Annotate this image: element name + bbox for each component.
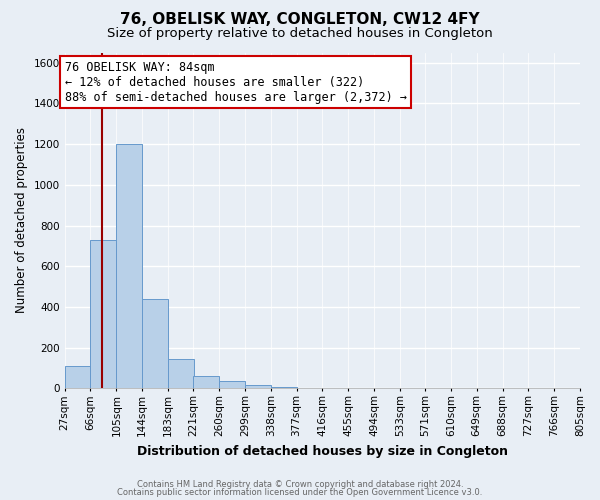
Bar xyxy=(168,359,194,388)
Text: Contains HM Land Registry data © Crown copyright and database right 2024.: Contains HM Land Registry data © Crown c… xyxy=(137,480,463,489)
Bar xyxy=(91,240,116,388)
Bar xyxy=(142,299,168,388)
X-axis label: Distribution of detached houses by size in Congleton: Distribution of detached houses by size … xyxy=(137,444,508,458)
Bar xyxy=(65,366,91,388)
Text: Size of property relative to detached houses in Congleton: Size of property relative to detached ho… xyxy=(107,28,493,40)
Bar xyxy=(271,387,296,388)
Bar xyxy=(219,382,245,388)
Bar xyxy=(245,386,271,388)
Bar xyxy=(193,376,219,388)
Text: 76, OBELISK WAY, CONGLETON, CW12 4FY: 76, OBELISK WAY, CONGLETON, CW12 4FY xyxy=(120,12,480,28)
Y-axis label: Number of detached properties: Number of detached properties xyxy=(15,128,28,314)
Text: 76 OBELISK WAY: 84sqm
← 12% of detached houses are smaller (322)
88% of semi-det: 76 OBELISK WAY: 84sqm ← 12% of detached … xyxy=(65,60,407,104)
Text: Contains public sector information licensed under the Open Government Licence v3: Contains public sector information licen… xyxy=(118,488,482,497)
Bar xyxy=(116,144,142,388)
